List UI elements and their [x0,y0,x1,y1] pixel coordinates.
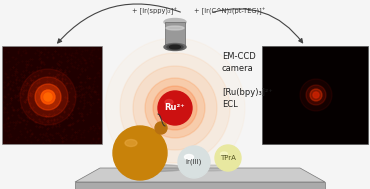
Bar [2,46,102,144]
Circle shape [215,145,241,171]
FancyArrowPatch shape [58,4,181,43]
Ellipse shape [164,19,186,26]
Bar [262,46,368,144]
Ellipse shape [125,164,185,171]
Bar [165,22,185,47]
FancyArrowPatch shape [213,9,303,43]
Circle shape [120,53,230,163]
Text: + [Ir(C^N)₂(pt-TEG)]⁺: + [Ir(C^N)₂(pt-TEG)]⁺ [194,8,266,15]
Circle shape [158,91,192,125]
Text: + [Ir(sppy)₂]⁺: + [Ir(sppy)₂]⁺ [132,8,178,15]
Polygon shape [75,168,325,182]
Text: EM-CCD
camera: EM-CCD camera [222,52,256,73]
Circle shape [153,86,197,130]
Text: TPrA: TPrA [220,155,236,161]
Circle shape [178,146,210,178]
Ellipse shape [164,43,186,50]
Circle shape [313,92,319,98]
Ellipse shape [165,99,173,105]
Ellipse shape [190,165,230,171]
Ellipse shape [185,154,194,160]
Circle shape [35,84,61,110]
Ellipse shape [166,26,184,30]
Ellipse shape [167,44,183,50]
Ellipse shape [221,152,228,156]
Circle shape [306,85,326,105]
Circle shape [145,78,205,138]
Circle shape [41,90,55,104]
Ellipse shape [169,45,181,49]
Ellipse shape [125,139,137,146]
Circle shape [28,77,68,117]
Circle shape [20,69,76,125]
Text: [Ru(bpy)₃]²⁺
ECL: [Ru(bpy)₃]²⁺ ECL [222,88,273,109]
Circle shape [44,93,52,101]
Circle shape [113,126,167,180]
Circle shape [155,122,167,134]
Circle shape [133,66,217,150]
Text: Ir(III): Ir(III) [186,159,202,165]
Text: Ru²⁺: Ru²⁺ [165,104,185,112]
Circle shape [310,89,322,101]
Circle shape [300,79,332,111]
Polygon shape [75,182,325,189]
